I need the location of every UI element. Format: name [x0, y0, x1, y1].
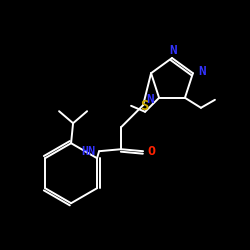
- Text: N: N: [198, 65, 206, 78]
- Text: N: N: [169, 44, 177, 57]
- Text: HN: HN: [81, 145, 95, 158]
- Text: O: O: [147, 145, 155, 158]
- Text: N: N: [146, 93, 154, 106]
- Text: S: S: [140, 99, 148, 113]
